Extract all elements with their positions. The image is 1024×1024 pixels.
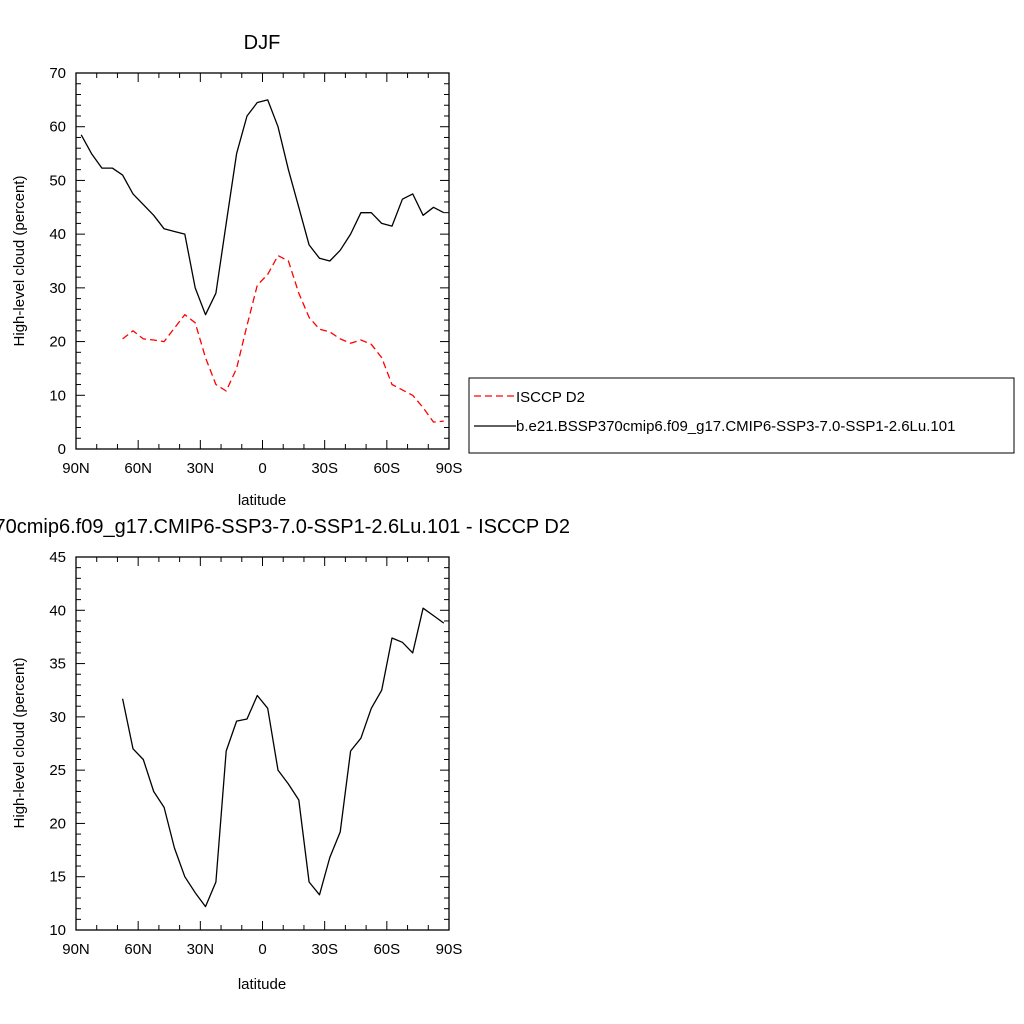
bottom-axis-ticks bbox=[75, 556, 450, 931]
top-y-axis-label: High-level cloud (percent) bbox=[11, 176, 28, 347]
legend-box bbox=[468, 377, 1015, 454]
bottom-x-tick-labels: 90N 60N 30N 0 30S 60S 90S bbox=[62, 941, 462, 958]
y-tick-label: 70 bbox=[49, 65, 66, 82]
y-tick-label: 30 bbox=[49, 280, 66, 297]
y-tick-label: 15 bbox=[49, 869, 66, 886]
x-tick-label: 90S bbox=[436, 941, 463, 958]
y-tick-label: 25 bbox=[49, 762, 66, 779]
bottom-y-axis-label: High-level cloud (percent) bbox=[11, 658, 28, 829]
bottom-panel: P370cmip6.f09_g17.CMIP6-SSP3-7.0-SSP1-2.… bbox=[0, 516, 570, 993]
bottom-series-lines bbox=[121, 607, 445, 908]
x-tick-label: 60S bbox=[373, 460, 400, 477]
y-tick-label: 10 bbox=[49, 922, 66, 939]
y-tick-label: 20 bbox=[49, 334, 66, 351]
bottom-chart-title: P370cmip6.f09_g17.CMIP6-SSP3-7.0-SSP1-2.… bbox=[0, 516, 570, 538]
top-plot-frame bbox=[75, 72, 450, 450]
top-axis-ticks bbox=[75, 72, 450, 450]
top-chart-title: DJF bbox=[244, 32, 281, 54]
y-tick-label: 40 bbox=[49, 226, 66, 243]
y-tick-label: 0 bbox=[58, 441, 66, 458]
x-tick-label: 60N bbox=[124, 460, 152, 477]
top-x-tick-labels: 90N 60N 30N 0 30S 60S 90S bbox=[62, 460, 462, 477]
bottom-series-line-difference bbox=[121, 607, 445, 908]
top-series-line-isccp-d2 bbox=[122, 254, 444, 423]
y-tick-label: 40 bbox=[49, 602, 66, 619]
x-tick-label: 0 bbox=[258, 460, 266, 477]
top-panel: DJF 90N 60N 30N 0 30S 60S 90S 010203040506070 … bbox=[11, 32, 462, 509]
y-tick-label: 50 bbox=[49, 172, 66, 189]
top-series-line-b-e21-bssp370cmip6-f09-g17-cmi bbox=[80, 99, 445, 316]
top-series-lines bbox=[80, 99, 445, 423]
bottom-y-tick-labels: 10 15 20 25 30 35 40 45 bbox=[49, 549, 66, 939]
top-x-axis-label: latitude bbox=[238, 492, 286, 509]
y-tick-label: 60 bbox=[49, 119, 66, 136]
x-tick-label: 90N bbox=[62, 941, 90, 958]
y-tick-label: 30 bbox=[49, 709, 66, 726]
y-tick-label: 45 bbox=[49, 549, 66, 566]
legend-label-isccp: ISCCP D2 bbox=[516, 389, 585, 406]
x-tick-label: 90S bbox=[436, 460, 463, 477]
x-tick-label: 30S bbox=[311, 460, 338, 477]
bottom-x-axis-label: latitude bbox=[238, 976, 286, 993]
top-y-tick-labels: 0 10 20 30 40 50 60 70 bbox=[49, 65, 66, 458]
legend-label-model: b.e21.BSSP370cmip6.f09_g17.CMIP6-SSP3-7.… bbox=[516, 418, 955, 435]
x-tick-label: 90N bbox=[62, 460, 90, 477]
y-tick-label: 20 bbox=[49, 815, 66, 832]
x-tick-label: 30N bbox=[187, 941, 215, 958]
x-tick-label: 60N bbox=[124, 941, 152, 958]
x-tick-label: 30S bbox=[311, 941, 338, 958]
x-tick-label: 0 bbox=[258, 941, 266, 958]
legend: ISCCP D2 b.e21.BSSP370cmip6.f09_g17.CMIP… bbox=[468, 377, 1015, 454]
x-tick-label: 30N bbox=[187, 460, 215, 477]
y-tick-label: 35 bbox=[49, 656, 66, 673]
y-tick-label: 10 bbox=[49, 387, 66, 404]
x-tick-label: 60S bbox=[373, 941, 400, 958]
